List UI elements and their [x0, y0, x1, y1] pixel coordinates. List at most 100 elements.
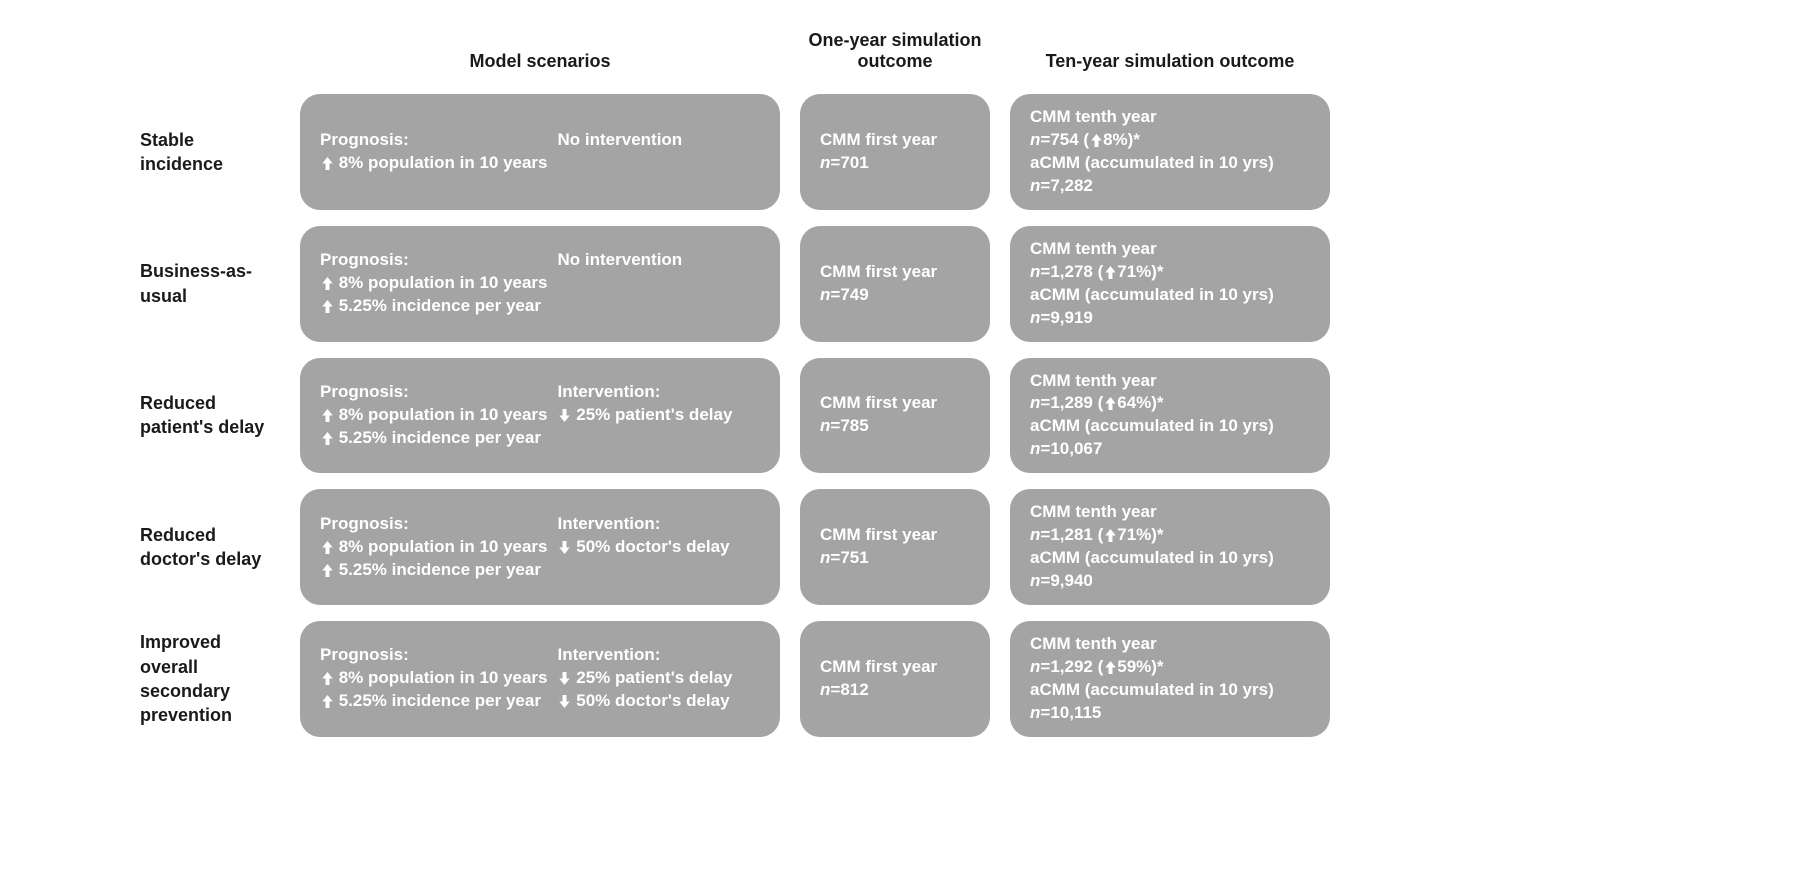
cmm-first-year-n: n=749 — [820, 284, 970, 307]
cmm-first-year-label: CMM first year — [820, 392, 970, 415]
intervention-patient: 25% patient's delay — [558, 667, 760, 690]
ten-year-card: CMM tenth year n=754 ( 8%)* aCMM (accumu… — [1010, 94, 1330, 210]
cmm-tenth-year-label: CMM tenth year — [1030, 370, 1310, 393]
row-label: Stable incidence — [140, 128, 280, 177]
intervention-doctor: 50% doctor's delay — [558, 690, 760, 713]
ten-year-card: CMM tenth year n=1,289 ( 64%)* aCMM (acc… — [1010, 358, 1330, 474]
arrow-down-icon — [558, 690, 572, 713]
prognosis-pop: 8% population in 10 years — [320, 152, 548, 175]
prognosis-label: Prognosis: — [320, 644, 548, 667]
cmm-tenth-year-label: CMM tenth year — [1030, 501, 1310, 524]
prognosis-block: Prognosis: 8% population in 10 years — [320, 129, 548, 175]
prognosis-block: Prognosis: 8% population in 10 years 5.2… — [320, 249, 548, 318]
arrow-up-icon — [320, 152, 334, 175]
cmm-tenth-year-label: CMM tenth year — [1030, 106, 1310, 129]
prognosis-pop: 8% population in 10 years — [320, 404, 548, 427]
prognosis-label: Prognosis: — [320, 513, 548, 536]
intervention-block: Intervention: 50% doctor's delay — [558, 513, 760, 582]
acmm-label: aCMM (accumulated in 10 yrs) — [1030, 284, 1310, 307]
cmm-tenth-year-n: n=1,281 ( 71%)* — [1030, 524, 1310, 547]
cmm-first-year-label: CMM first year — [820, 261, 970, 284]
no-intervention: No intervention — [558, 249, 760, 318]
arrow-up-icon — [320, 690, 334, 713]
acmm-label: aCMM (accumulated in 10 yrs) — [1030, 547, 1310, 570]
cmm-first-year-label: CMM first year — [820, 524, 970, 547]
prognosis-incidence: 5.25% incidence per year — [320, 295, 548, 318]
intervention-label: Intervention: — [558, 644, 760, 667]
ten-year-card: CMM tenth year n=1,292 ( 59%)* aCMM (acc… — [1010, 621, 1330, 737]
no-intervention: No intervention — [558, 129, 760, 175]
one-year-card: CMM first year n=751 — [800, 489, 990, 605]
acmm-n: n=10,067 — [1030, 438, 1310, 461]
acmm-label: aCMM (accumulated in 10 yrs) — [1030, 152, 1310, 175]
arrow-up-icon — [320, 559, 334, 582]
intervention-block: Intervention: 25% patient's delay 50% do… — [558, 644, 760, 713]
one-year-card: CMM first year n=812 — [800, 621, 990, 737]
cmm-tenth-year-n: n=1,292 ( 59%)* — [1030, 656, 1310, 679]
cmm-first-year-n: n=751 — [820, 547, 970, 570]
arrow-up-icon — [320, 667, 334, 690]
intervention-block: Intervention: 25% patient's delay — [558, 381, 760, 450]
arrow-up-icon — [320, 272, 334, 295]
scenario-table: Model scenarios One-year simulation outc… — [140, 30, 1655, 737]
acmm-label: aCMM (accumulated in 10 yrs) — [1030, 679, 1310, 702]
header-spacer — [140, 30, 280, 78]
scenario-card: Prognosis: 8% population in 10 years 5.2… — [300, 489, 780, 605]
prognosis-block: Prognosis: 8% population in 10 years 5.2… — [320, 381, 548, 450]
row-label: Reduced doctor's delay — [140, 523, 280, 572]
cmm-first-year-n: n=785 — [820, 415, 970, 438]
prognosis-pop: 8% population in 10 years — [320, 272, 548, 295]
prognosis-block: Prognosis: 8% population in 10 years 5.2… — [320, 513, 548, 582]
arrow-up-icon — [1103, 392, 1117, 415]
acmm-n: n=9,919 — [1030, 307, 1310, 330]
scenario-card: Prognosis: 8% population in 10 years 5.2… — [300, 358, 780, 474]
prognosis-label: Prognosis: — [320, 129, 548, 152]
intervention-doctor: 50% doctor's delay — [558, 536, 760, 559]
arrow-up-icon — [320, 536, 334, 559]
acmm-n: n=7,282 — [1030, 175, 1310, 198]
row-label: Improved overall secondary prevention — [140, 630, 280, 727]
arrow-up-icon — [1103, 524, 1117, 547]
intervention-patient: 25% patient's delay — [558, 404, 760, 427]
arrow-up-icon — [1089, 129, 1103, 152]
intervention-label: Intervention: — [558, 381, 760, 404]
scenario-card: Prognosis: 8% population in 10 years 5.2… — [300, 621, 780, 737]
prognosis-incidence: 5.25% incidence per year — [320, 559, 548, 582]
cmm-first-year-n: n=812 — [820, 679, 970, 702]
header-one-year: One-year simulation outcome — [800, 30, 990, 78]
ten-year-card: CMM tenth year n=1,278 ( 71%)* aCMM (acc… — [1010, 226, 1330, 342]
prognosis-incidence: 5.25% incidence per year — [320, 427, 548, 450]
header-scenarios: Model scenarios — [300, 51, 780, 78]
row-label: Reduced patient's delay — [140, 391, 280, 440]
scenario-card: Prognosis: 8% population in 10 years 5.2… — [300, 226, 780, 342]
cmm-tenth-year-n: n=1,289 ( 64%)* — [1030, 392, 1310, 415]
one-year-card: CMM first year n=701 — [800, 94, 990, 210]
scenario-card: Prognosis: 8% population in 10 yearsNo i… — [300, 94, 780, 210]
acmm-label: aCMM (accumulated in 10 yrs) — [1030, 415, 1310, 438]
prognosis-label: Prognosis: — [320, 381, 548, 404]
header-ten-year: Ten-year simulation outcome — [1010, 51, 1330, 78]
prognosis-pop: 8% population in 10 years — [320, 667, 548, 690]
one-year-card: CMM first year n=785 — [800, 358, 990, 474]
cmm-first-year-n: n=701 — [820, 152, 970, 175]
intervention-label: Intervention: — [558, 513, 760, 536]
cmm-first-year-label: CMM first year — [820, 129, 970, 152]
arrow-down-icon — [558, 667, 572, 690]
prognosis-pop: 8% population in 10 years — [320, 536, 548, 559]
ten-year-card: CMM tenth year n=1,281 ( 71%)* aCMM (acc… — [1010, 489, 1330, 605]
arrow-up-icon — [1103, 656, 1117, 679]
arrow-down-icon — [558, 404, 572, 427]
acmm-n: n=10,115 — [1030, 702, 1310, 725]
arrow-up-icon — [320, 295, 334, 318]
prognosis-incidence: 5.25% incidence per year — [320, 690, 548, 713]
cmm-tenth-year-n: n=754 ( 8%)* — [1030, 129, 1310, 152]
prognosis-label: Prognosis: — [320, 249, 548, 272]
arrow-up-icon — [320, 427, 334, 450]
one-year-card: CMM first year n=749 — [800, 226, 990, 342]
acmm-n: n=9,940 — [1030, 570, 1310, 593]
arrow-down-icon — [558, 536, 572, 559]
row-label: Business-as-usual — [140, 259, 280, 308]
cmm-first-year-label: CMM first year — [820, 656, 970, 679]
cmm-tenth-year-label: CMM tenth year — [1030, 238, 1310, 261]
prognosis-block: Prognosis: 8% population in 10 years 5.2… — [320, 644, 548, 713]
